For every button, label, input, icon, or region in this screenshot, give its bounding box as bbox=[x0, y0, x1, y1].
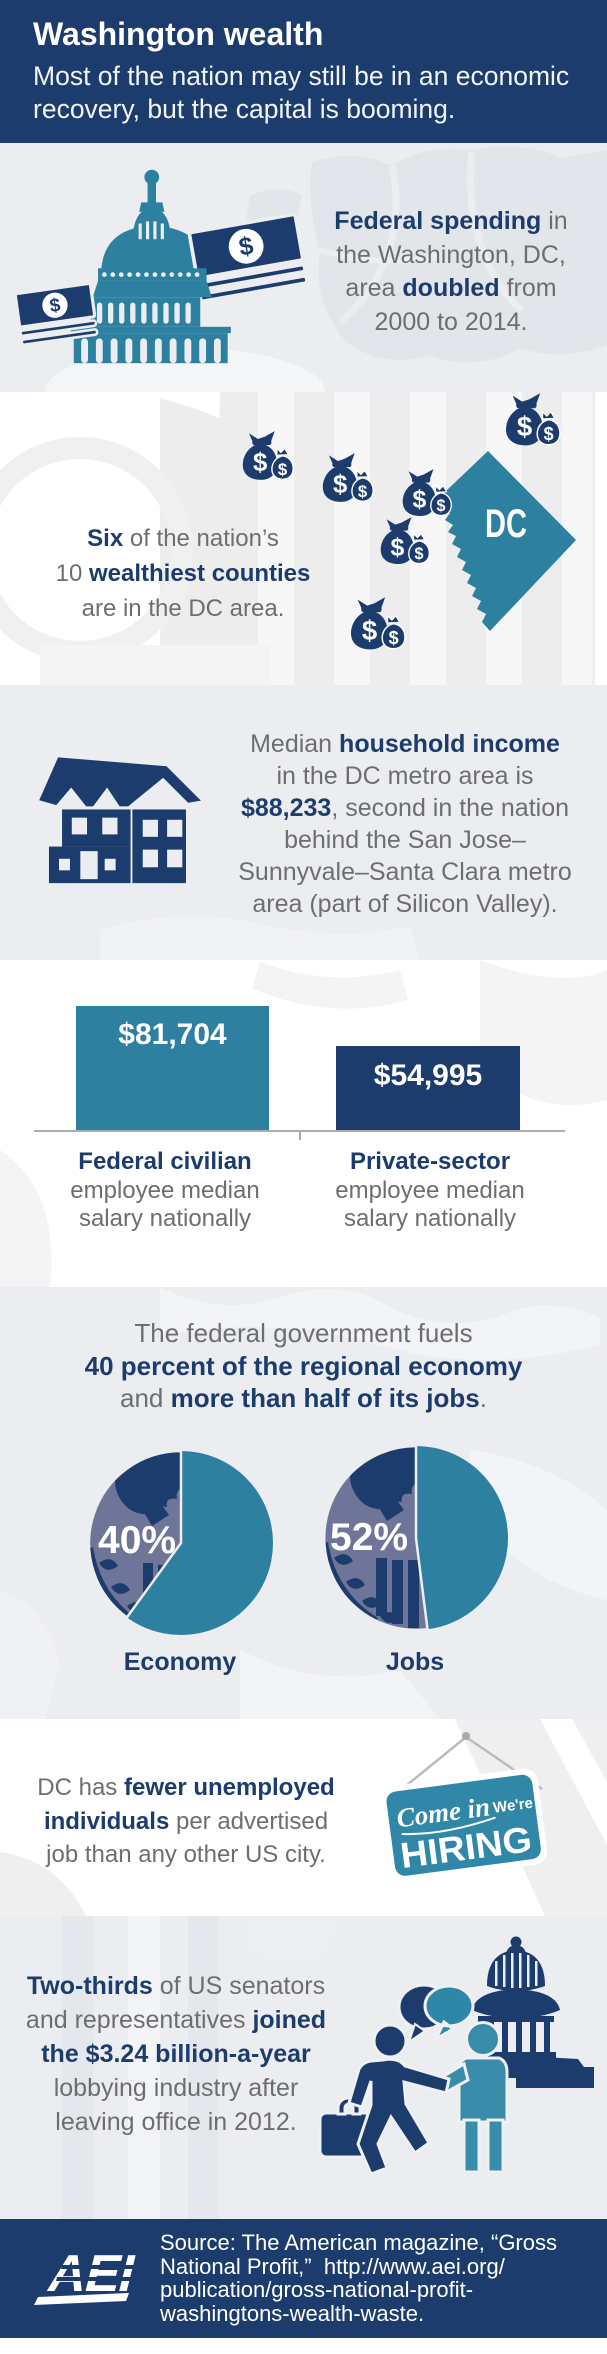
svg-text:40%: 40% bbox=[98, 1519, 176, 1562]
svg-text:$: $ bbox=[48, 295, 62, 317]
svg-text:52%: 52% bbox=[330, 1516, 408, 1559]
svg-text:DC: DC bbox=[485, 502, 527, 546]
svg-text:We're: We're bbox=[492, 1795, 534, 1817]
svg-text:$: $ bbox=[237, 232, 256, 262]
